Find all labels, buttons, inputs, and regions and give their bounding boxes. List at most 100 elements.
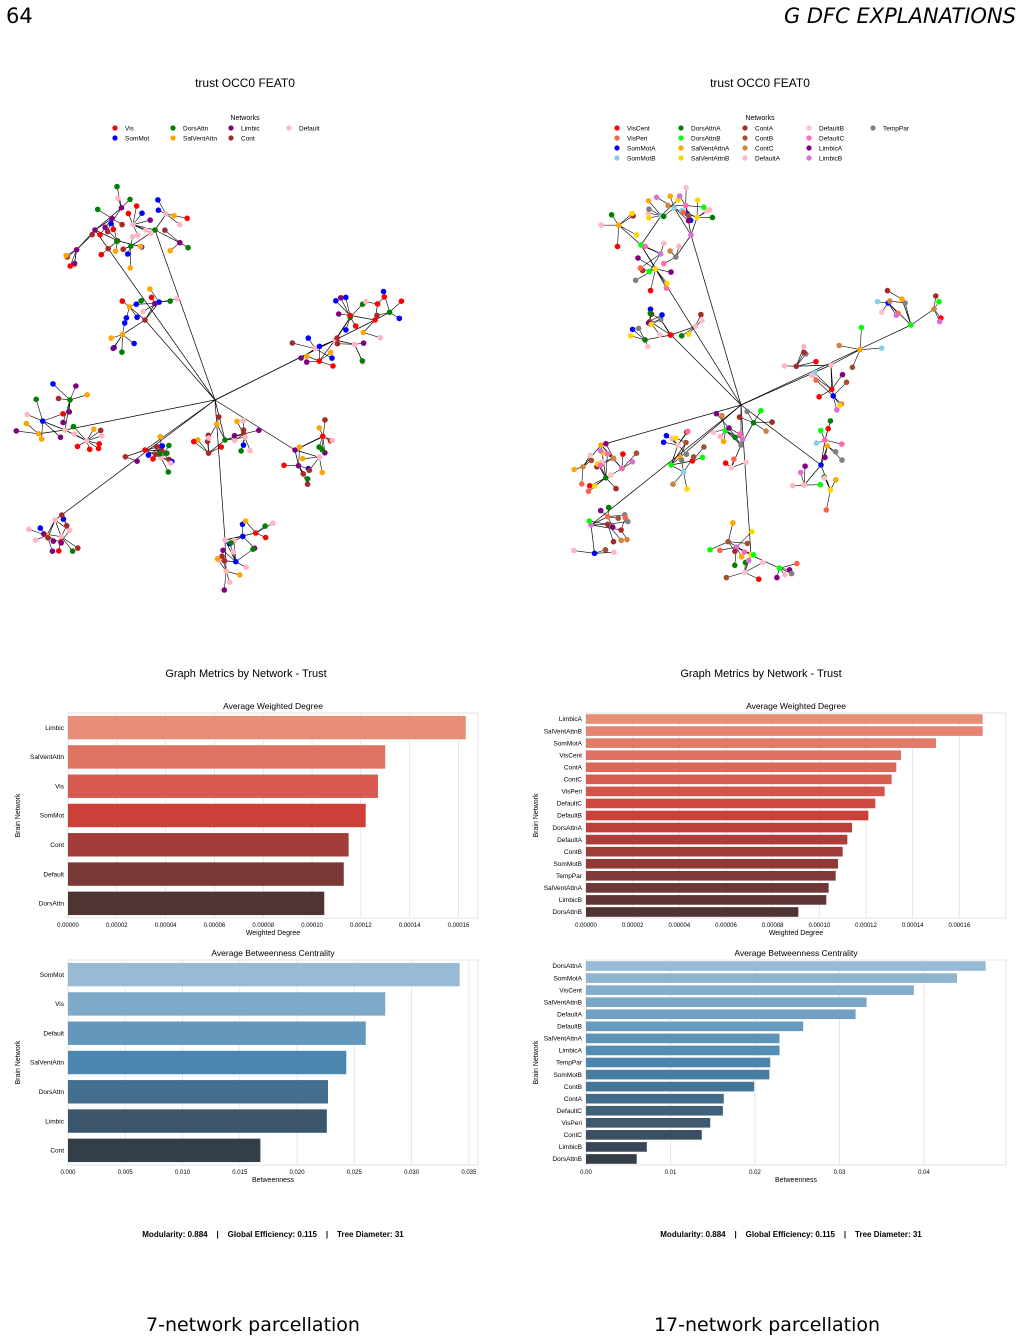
category-label: VisPeri (562, 1120, 582, 1127)
legend-swatch (112, 125, 118, 131)
category-label: DorsAttn (39, 901, 65, 908)
graph-node (171, 212, 177, 219)
x-tick-label: 0.00016 (948, 923, 970, 929)
bar (68, 1080, 328, 1104)
x-tick-label: 0.00002 (622, 923, 644, 929)
graph-node (127, 196, 133, 203)
bar (586, 858, 838, 869)
graph-node (837, 402, 843, 409)
graph-node (329, 437, 336, 444)
graph-node (50, 538, 57, 544)
graph-node (749, 528, 755, 535)
legend-label: TempPar (883, 126, 910, 133)
graph-node (380, 288, 387, 295)
graph-node (73, 247, 80, 253)
graph-node (25, 526, 32, 533)
graph-node (38, 436, 45, 442)
graph-node (667, 332, 674, 338)
graph-node (733, 544, 740, 550)
y-axis-label: Brain Network (533, 793, 540, 837)
graph-node (386, 309, 393, 316)
graph-node (797, 469, 804, 476)
graph-node (155, 207, 162, 213)
graph-node (676, 243, 682, 249)
graph-node (238, 448, 244, 454)
graph-node (223, 568, 229, 574)
caption-left: 7-network parcellation (146, 1314, 360, 1336)
graph-node (52, 517, 58, 523)
graph-node (110, 226, 117, 233)
legend-label: SalVentAttnA (691, 146, 730, 153)
graph-node (150, 456, 156, 462)
graph-node (605, 504, 612, 511)
category-label: ContC (564, 1132, 583, 1139)
graph-node (57, 434, 64, 441)
graph-node (262, 523, 268, 529)
graph-node (83, 438, 90, 444)
graph-node (701, 204, 707, 210)
x-tick-label: 0.00006 (715, 923, 737, 929)
category-label: SalVentAttn (30, 754, 64, 761)
category-label: SalVentAttnA (544, 885, 583, 892)
graph-node (646, 268, 652, 275)
graph-node (683, 184, 689, 191)
category-label: TempPar (556, 873, 583, 880)
x-tick-label: 0.00010 (301, 923, 323, 929)
category-label: ContB (564, 849, 582, 856)
x-tick-label: 0.03 (834, 1170, 846, 1176)
legend-label: SalVentAttnB (691, 156, 729, 163)
graph-node (133, 203, 140, 209)
bar (586, 846, 843, 857)
graph-node (685, 331, 692, 338)
graph-node (656, 332, 663, 338)
bar (586, 810, 869, 821)
graph-node (120, 246, 126, 253)
graph-node (129, 233, 136, 240)
legend-swatch (742, 155, 748, 161)
graph-node (585, 488, 592, 495)
bar (586, 985, 914, 995)
graph-node (226, 579, 233, 585)
graph-node (809, 372, 815, 379)
graph-node (587, 452, 593, 459)
graph-node (230, 549, 237, 555)
category-label: ContA (564, 764, 583, 771)
graph-node (377, 334, 384, 341)
graph-node (49, 548, 56, 554)
legend-swatch (228, 135, 234, 141)
legend-swatch (614, 125, 620, 131)
graph-node (931, 306, 937, 312)
graph-node (242, 518, 249, 524)
graph-node (710, 429, 717, 436)
graph-node (130, 221, 136, 228)
graph-node (304, 481, 311, 488)
bar (586, 786, 885, 797)
graph-node (95, 445, 102, 452)
legend-label: VisPeri (627, 136, 647, 143)
graph-node (70, 423, 77, 430)
bar (586, 762, 897, 773)
graph-node (717, 433, 724, 440)
graph-node (822, 454, 828, 461)
legend-label: SomMot (125, 136, 149, 143)
category-label: LimbicA (559, 1048, 583, 1055)
graph-node (255, 427, 262, 434)
legend-swatch (170, 125, 176, 131)
graph-node (661, 260, 667, 267)
graph-node (205, 450, 212, 456)
graph-node (624, 536, 630, 543)
graph-node (37, 525, 44, 531)
graph-node (936, 298, 942, 305)
graph-node (598, 442, 604, 448)
graph-node (663, 285, 670, 291)
graph-node (335, 311, 342, 317)
graph-node (823, 507, 830, 513)
graph-node (60, 419, 66, 426)
graph-node (363, 298, 369, 305)
graph-node (152, 300, 158, 307)
graph-node (802, 463, 808, 470)
legend-swatch (286, 125, 292, 131)
legend-label: DefaultB (819, 126, 844, 133)
graph-node (131, 340, 137, 347)
legend-swatch (614, 145, 620, 151)
